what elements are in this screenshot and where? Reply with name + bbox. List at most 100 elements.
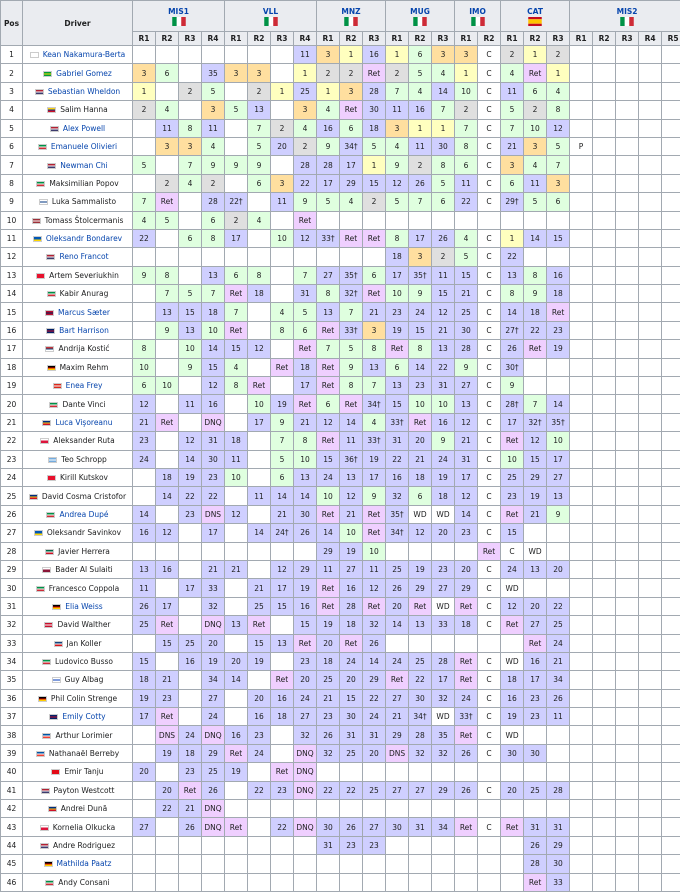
driver-cell[interactable]: Reno Francot: [23, 248, 133, 266]
driver-cell[interactable]: Marcus Sæter: [23, 303, 133, 321]
driver-link[interactable]: Bart Harrison: [59, 326, 109, 335]
result-cell: [432, 800, 455, 818]
result-cell: 12: [317, 413, 340, 431]
driver-link[interactable]: Marcus Sæter: [58, 308, 110, 317]
round-link[interactable]: CAT: [527, 7, 543, 16]
result-cell: 23: [317, 708, 340, 726]
result-cell: [616, 211, 639, 229]
result-cell: 12: [409, 524, 432, 542]
round-header-mis2[interactable]: MIS2: [570, 1, 680, 32]
round-header-mnz[interactable]: MNZ: [317, 1, 386, 32]
round-header-vll[interactable]: VLL: [225, 1, 317, 32]
race-header: R2: [340, 32, 363, 46]
result-cell: [616, 487, 639, 505]
driver-link[interactable]: Oleksandr Bondarev: [46, 234, 122, 243]
result-cell: [593, 229, 616, 247]
driver-link[interactable]: Emily Cotty: [62, 712, 105, 721]
result-cell: [639, 266, 662, 284]
driver-link[interactable]: Elia Weiss: [65, 602, 102, 611]
result-cell: [662, 671, 680, 689]
driver-link[interactable]: Gabriel Gomez: [56, 69, 112, 78]
it-flag-icon: [45, 880, 54, 886]
result-cell: DNS: [156, 726, 179, 744]
result-cell: 34†: [386, 524, 409, 542]
driver-cell[interactable]: Oleksandr Bondarev: [23, 229, 133, 247]
round-link[interactable]: IMO: [469, 7, 486, 16]
result-cell: [248, 303, 271, 321]
driver-cell[interactable]: Andrea Dupé: [23, 505, 133, 523]
driver-cell[interactable]: Gabriel Gomez: [23, 64, 133, 82]
result-cell: 7: [156, 285, 179, 303]
result-cell: 25: [455, 303, 478, 321]
round-link[interactable]: MUG: [410, 7, 430, 16]
round-header-cat[interactable]: CAT: [501, 1, 570, 32]
result-cell: 4: [363, 413, 386, 431]
result-cell: [662, 634, 680, 652]
driver-cell[interactable]: Bart Harrison: [23, 321, 133, 339]
driver-link[interactable]: Alex Powell: [63, 124, 105, 133]
driver-cell[interactable]: Luca Vişoreanu: [23, 413, 133, 431]
driver-link[interactable]: Reno Francot: [59, 252, 108, 261]
result-cell: [386, 634, 409, 652]
driver-link[interactable]: Sebastian Wheldon: [48, 87, 120, 96]
result-cell: 18: [386, 248, 409, 266]
result-cell: 24: [340, 652, 363, 670]
result-cell: [639, 726, 662, 744]
round-link[interactable]: MIS1: [168, 7, 189, 16]
result-cell: [133, 285, 156, 303]
driver-link[interactable]: Mathilda Paatz: [57, 859, 112, 868]
position-cell: 2: [1, 64, 23, 82]
result-cell: 14: [501, 303, 524, 321]
round-header-mis1[interactable]: MIS1: [133, 1, 225, 32]
driver-link[interactable]: Andrea Dupé: [59, 510, 108, 519]
result-cell: 31: [294, 285, 317, 303]
driver-cell[interactable]: Sebastian Wheldon: [23, 82, 133, 100]
driver-link[interactable]: Kean Nakamura-Berta: [43, 50, 125, 59]
driver-cell: Oleksandr Savinkov: [23, 524, 133, 542]
driver-cell: Kornelia Olkucka: [23, 818, 133, 836]
driver-cell[interactable]: Emily Cotty: [23, 708, 133, 726]
result-cell: 8: [340, 377, 363, 395]
result-cell: 7: [225, 303, 248, 321]
driver-cell[interactable]: Newman Chi: [23, 156, 133, 174]
driver-cell[interactable]: Mathilda Paatz: [23, 855, 133, 873]
position-cell: 28: [1, 542, 23, 560]
result-cell: 23: [202, 468, 225, 486]
result-cell: 16: [317, 119, 340, 137]
driver-name: Jan Koller: [67, 639, 102, 648]
driver-link[interactable]: Emanuele Olivieri: [51, 142, 117, 151]
result-cell: 16: [156, 560, 179, 578]
result-cell: [593, 708, 616, 726]
result-cell: [593, 634, 616, 652]
result-cell: [133, 321, 156, 339]
result-cell: 7: [524, 395, 547, 413]
driver-link[interactable]: Newman Chi: [60, 161, 107, 170]
round-header-imo[interactable]: IMO: [455, 1, 501, 32]
driver-cell[interactable]: Kean Nakamura-Berta: [23, 46, 133, 64]
result-cell: [179, 413, 202, 431]
round-link[interactable]: MIS2: [617, 7, 638, 16]
result-cell: 28: [547, 781, 570, 799]
result-cell: C: [478, 377, 501, 395]
round-header-mug[interactable]: MUG: [386, 1, 455, 32]
driver-link[interactable]: Luca Vişoreanu: [55, 418, 112, 427]
driver-name: David Cosma Cristofor: [42, 492, 126, 501]
round-link[interactable]: MNZ: [341, 7, 360, 16]
result-cell: [202, 46, 225, 64]
result-cell: [570, 652, 593, 670]
driver-link[interactable]: Enea Frey: [66, 381, 103, 390]
result-cell: [248, 800, 271, 818]
ro-flag-icon: [42, 420, 51, 426]
driver-cell[interactable]: Enea Frey: [23, 377, 133, 395]
result-cell: [179, 836, 202, 854]
driver-cell[interactable]: Alex Powell: [23, 119, 133, 137]
driver-cell[interactable]: Emanuele Olivieri: [23, 137, 133, 155]
result-cell: [156, 395, 179, 413]
result-cell: 33†: [340, 321, 363, 339]
round-link[interactable]: VLL: [263, 7, 278, 16]
driver-cell[interactable]: Elia Weiss: [23, 597, 133, 615]
result-cell: 18: [547, 285, 570, 303]
result-cell: [616, 468, 639, 486]
result-cell: [432, 634, 455, 652]
